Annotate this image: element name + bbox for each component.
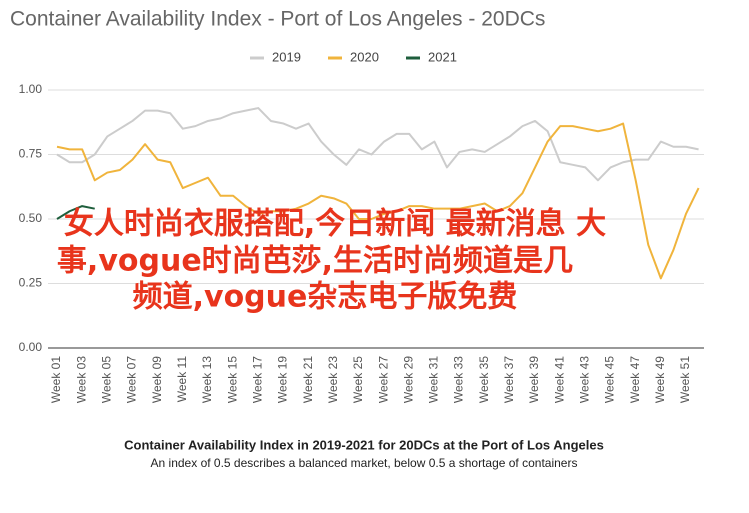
x-tick-label: Week 51 — [678, 356, 692, 403]
series-line — [56, 205, 95, 220]
x-tick-label: Week 33 — [452, 356, 466, 403]
x-tick-label: Week 17 — [250, 356, 264, 403]
y-tick-label: 1.00 — [19, 82, 43, 96]
legend-label: 2020 — [350, 49, 379, 64]
x-tick-label: Week 23 — [326, 356, 340, 403]
y-tick-label: 0.50 — [19, 211, 43, 225]
series-line — [56, 122, 700, 280]
x-tick-label: Week 29 — [401, 356, 415, 403]
x-tick-label: Week 25 — [351, 356, 365, 403]
x-tick-label: Week 19 — [276, 356, 290, 403]
x-tick-label: Week 03 — [74, 356, 88, 403]
x-tick-label: Week 43 — [578, 356, 592, 403]
x-tick-label: Week 07 — [125, 356, 139, 403]
legend-label: 2021 — [428, 49, 457, 64]
x-tick-label: Week 37 — [502, 356, 516, 403]
x-tick-label: Week 05 — [99, 356, 113, 403]
x-tick-label: Week 49 — [653, 356, 667, 403]
x-tick-label: Week 41 — [552, 356, 566, 403]
x-tick-label: Week 11 — [175, 356, 189, 403]
series-line — [56, 107, 699, 182]
overlay-text: 频道,vogue杂志电子版免费 — [133, 280, 518, 315]
x-tick-label: Week 01 — [49, 356, 63, 403]
x-tick-label: Week 35 — [477, 356, 491, 403]
overlay-text: 女人时尚衣服搭配,今日新闻 最新消息 大 — [64, 207, 606, 242]
legend-label: 2019 — [272, 49, 301, 64]
x-tick-label: Week 21 — [301, 356, 315, 403]
x-tick-label: Week 31 — [427, 356, 441, 403]
x-tick-label: Week 09 — [150, 356, 164, 403]
x-tick-label: Week 39 — [527, 356, 541, 403]
y-tick-label: 0.25 — [19, 276, 43, 290]
x-tick-label: Week 47 — [628, 356, 642, 403]
caption: Container Availability Index in 2019-202… — [124, 437, 604, 452]
x-tick-label: Week 15 — [225, 356, 239, 403]
x-tick-label: Week 13 — [200, 356, 214, 403]
x-tick-label: Week 45 — [603, 356, 617, 403]
overlay-text: 事,vogue时尚芭莎,生活时尚频道是几 — [57, 244, 573, 279]
chart-title: Container Availability Index - Port of L… — [10, 8, 545, 31]
y-tick-label: 0.75 — [19, 147, 43, 161]
x-tick-label: Week 27 — [376, 356, 390, 403]
subcaption: An index of 0.5 describes a balanced mar… — [151, 456, 578, 470]
y-tick-label: 0.00 — [19, 340, 43, 354]
